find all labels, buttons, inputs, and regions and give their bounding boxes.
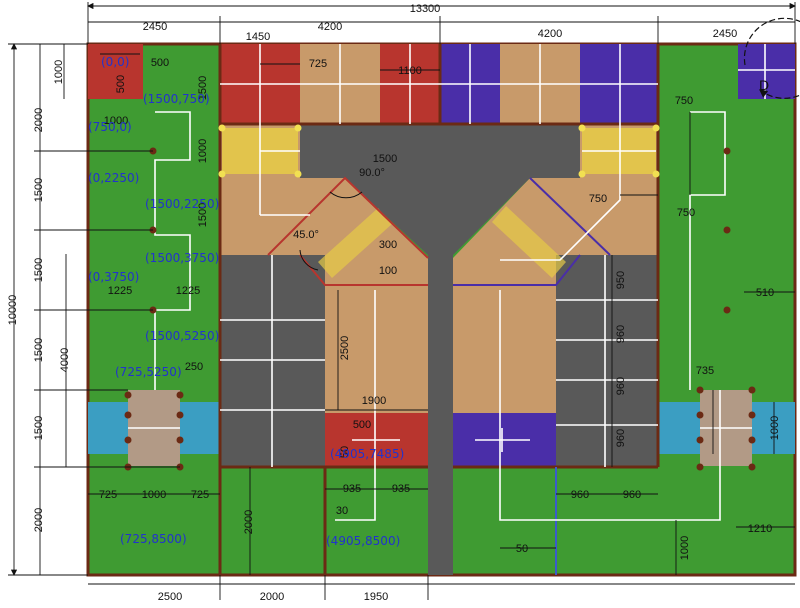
dim-bottom-2500: 2500 — [158, 591, 182, 603]
dim-left-4000: 4000 — [59, 348, 71, 372]
dim-left-1500c: 1500 — [33, 338, 45, 362]
dim-725a: 725 — [99, 489, 117, 501]
dimension-lines — [8, 2, 796, 600]
dim-500-top: 500 — [151, 57, 169, 69]
dim-1225b: 1225 — [176, 285, 200, 297]
angle-arc-45 — [299, 249, 319, 271]
coord-0-2250: (0,2250) — [88, 171, 139, 185]
coord-1500-750: (1500,750) — [143, 92, 210, 106]
red-corner-cell — [88, 44, 143, 99]
dim-100: 100 — [379, 265, 397, 277]
dim-col-500: 500 — [115, 75, 127, 93]
dim-top-rightmost: 2450 — [713, 28, 737, 40]
dim-750c: 750 — [677, 207, 695, 219]
dim-725: 725 — [309, 58, 327, 70]
coord-725-5250: (725,5250) — [115, 365, 182, 379]
dim-bottom-2000a: 2000 — [260, 591, 284, 603]
dim-960b: 960 — [615, 377, 627, 395]
dim-50-v: 50 — [339, 446, 351, 458]
coord-1500-3750: (1500,3750) — [145, 251, 219, 265]
coord-4905-8500: (4905,8500) — [326, 534, 400, 548]
dim-250: 250 — [185, 361, 203, 373]
dim-angle-45: 45.0° — [293, 229, 319, 241]
coordinate-labels: (0,0) (1500,750) (750,0) (0,2250) (1500,… — [88, 55, 404, 548]
dim-top-right: 4200 — [538, 28, 562, 40]
dim-left-1500b: 1500 — [33, 258, 45, 282]
coord-0-0: (0,0) — [101, 55, 129, 69]
dim-1500-mid: 1500 — [373, 153, 397, 165]
dim-1000-right: 1000 — [769, 416, 781, 440]
dim-1100: 1100 — [398, 65, 422, 77]
dim-top-left: 2450 — [143, 21, 167, 33]
dim-960a: 960 — [615, 325, 627, 343]
dim-col-1500b: 1500 — [197, 203, 209, 227]
dim-overall-height: 10000 — [7, 295, 19, 326]
angle-arc-90 — [329, 191, 363, 199]
team-lines — [267, 176, 611, 575]
dim-1000-bot: 1000 — [142, 489, 166, 501]
coord-1500-5250: (1500,5250) — [145, 329, 219, 343]
dim-1450: 1450 — [246, 31, 270, 43]
dim-935a: 935 — [343, 483, 361, 495]
dim-50: 50 — [516, 543, 528, 555]
dim-960e: 960 — [623, 489, 641, 501]
coord-750-0: (750,0) — [88, 120, 132, 134]
coord-0-3750: (0,3750) — [88, 270, 139, 284]
dim-30: 30 — [336, 505, 348, 517]
dim-950: 950 — [615, 271, 627, 289]
dim-1000-v-bot: 1000 — [679, 536, 691, 560]
dim-col-1500: 1500 — [197, 76, 209, 100]
white-guide-lines — [128, 44, 795, 521]
dim-725b: 725 — [191, 489, 209, 501]
dim-angle-90: 90.0° — [359, 167, 385, 179]
dim-overall-width: 13300 — [410, 3, 441, 15]
dim-bottom-1950: 1950 — [364, 591, 388, 603]
marker-d-label: D — [759, 77, 769, 93]
coord-725-8500: (725,8500) — [120, 532, 187, 546]
dimension-labels: 13300 2450 4200 4200 2450 1450 725 1100 … — [7, 3, 781, 603]
dim-1900: 1900 — [362, 395, 386, 407]
dim-left-1500a: 1500 — [33, 178, 45, 202]
dim-left-2000a: 2000 — [33, 108, 45, 132]
dim-bottom-2000b: 2000 — [243, 510, 255, 534]
dim-left-2000b: 2000 — [33, 508, 45, 532]
dim-960d: 960 — [571, 489, 589, 501]
dim-left-1500d: 1500 — [33, 416, 45, 440]
dim-1210: 1210 — [748, 523, 772, 535]
dim-top-mid: 4200 — [318, 21, 342, 33]
dim-750b: 750 — [589, 193, 607, 205]
gray-t-zone — [300, 124, 580, 575]
dim-935b: 935 — [392, 483, 410, 495]
dim-960c: 960 — [615, 429, 627, 447]
dim-left-1000: 1000 — [53, 60, 65, 84]
coord-4905-7485: (4905,7485) — [330, 447, 404, 461]
tan-lane-right — [453, 285, 556, 413]
coord-1500-2250: (1500,2250) — [145, 197, 219, 211]
yellow-diag-left — [318, 208, 392, 278]
dim-510: 510 — [756, 287, 774, 299]
gray-block-right-top — [556, 255, 658, 467]
dim-735: 735 — [696, 365, 714, 377]
marker-dots — [124, 147, 756, 471]
dim-750a: 750 — [675, 95, 693, 107]
dim-col-1000b: 1000 — [197, 139, 209, 163]
dim-300: 300 — [379, 239, 397, 251]
tan-lane-left — [325, 285, 428, 413]
dim-500-bot: 500 — [353, 419, 371, 431]
dim-2500-v: 2500 — [339, 336, 351, 360]
dim-col-1000: 1000 — [104, 115, 128, 127]
yellow-dots — [218, 124, 660, 178]
dim-1225a: 1225 — [108, 285, 132, 297]
